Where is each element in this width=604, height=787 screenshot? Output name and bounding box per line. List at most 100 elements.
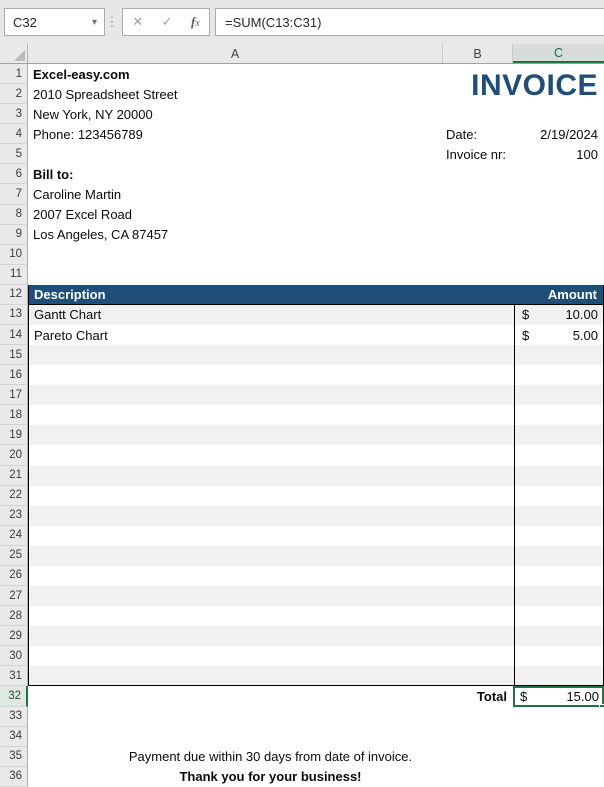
fill-handle[interactable] [599,703,604,707]
row-header-27[interactable]: 27 [0,586,28,607]
cell-B32-total-label[interactable]: Total [476,688,507,704]
row-header-12[interactable]: 12 [0,284,28,305]
cell-B31[interactable] [444,666,514,685]
cell-B16[interactable] [444,365,514,385]
row-header-28[interactable]: 28 [0,606,28,627]
row-header-34[interactable]: 34 [0,726,28,747]
cell-C32-selected[interactable]: $15.00 [513,686,604,707]
cell-C28[interactable] [514,606,603,627]
cell-C15[interactable] [514,345,603,366]
row-header-1[interactable]: 1 [0,64,28,85]
cell-A12-description-header[interactable]: Description [34,286,106,302]
cell-B14[interactable] [444,325,514,345]
row-header-25[interactable]: 25 [0,545,28,566]
cell-A27[interactable] [29,586,444,606]
row-header-2[interactable]: 2 [0,84,28,105]
cell-C12-amount-header[interactable]: Amount [547,286,597,302]
cell-C23[interactable] [514,505,603,526]
cell-C4[interactable]: 2/19/2024 [540,126,598,142]
cell-A33[interactable] [28,706,604,727]
column-header-c[interactable]: C [513,44,604,63]
row-header-22[interactable]: 22 [0,485,28,506]
cell-A5[interactable] [28,144,443,164]
cell-A36-thank-you[interactable]: Thank you for your business! [179,769,362,785]
row-header-30[interactable]: 30 [0,646,28,667]
row-header-15[interactable]: 15 [0,345,28,366]
cell-B25[interactable] [444,546,514,566]
cell-A21[interactable] [29,466,444,486]
cell-B29[interactable] [444,626,514,646]
column-header-b[interactable]: B [443,44,513,63]
row-header-33[interactable]: 33 [0,706,28,727]
row-header-17[interactable]: 17 [0,385,28,406]
row-header-5[interactable]: 5 [0,144,28,165]
cell-A19[interactable] [29,425,444,445]
row-header-35[interactable]: 35 [0,746,28,767]
cell-C19[interactable] [514,425,603,446]
cell-A20[interactable] [29,445,444,465]
cell-A11[interactable] [28,264,604,285]
cell-A13[interactable]: Gantt Chart [34,307,102,323]
cell-B13[interactable] [444,305,514,325]
cell-B15[interactable] [444,345,514,365]
cell-A17[interactable] [29,385,444,405]
cell-A10[interactable] [28,244,604,265]
cell-A34[interactable] [28,726,604,747]
cell-C20[interactable] [514,445,603,466]
cell-B20[interactable] [444,445,514,465]
cell-C30[interactable] [514,646,603,667]
row-header-26[interactable]: 26 [0,565,28,587]
cell-C31[interactable] [514,666,603,686]
cell-C25[interactable] [514,545,603,566]
cell-B19[interactable] [444,425,514,445]
cancel-icon[interactable]: ✕ [132,14,144,29]
cell-A31[interactable] [29,666,444,685]
cell-C24[interactable] [514,525,603,546]
insert-function-icon[interactable]: fx [191,14,200,30]
cell-A1[interactable]: Excel-easy.com [33,66,130,82]
cell-A16[interactable] [29,365,444,385]
cell-C16[interactable] [514,365,603,386]
cell-C29[interactable] [514,626,603,647]
cell-A14[interactable]: Pareto Chart [34,327,108,343]
cell-B12[interactable] [444,285,514,304]
cell-A9[interactable]: Los Angeles, CA 87457 [33,227,169,243]
name-box-dropdown-icon[interactable]: ▾ [91,16,97,28]
row-header-11[interactable]: 11 [0,264,28,285]
cell-A32[interactable] [28,686,443,706]
row-header-21[interactable]: 21 [0,465,28,486]
cell-B5[interactable]: Invoice nr: [446,146,506,162]
row-header-8[interactable]: 8 [0,204,28,225]
row-header-19[interactable]: 19 [0,425,28,446]
cell-C17[interactable] [514,385,603,406]
cell-C26[interactable] [514,565,603,587]
cell-A29[interactable] [29,626,444,646]
cell-A18[interactable] [29,405,444,425]
cell-A4[interactable]: Phone: 123456789 [33,126,143,142]
cell-A3[interactable]: New York, NY 20000 [33,106,153,122]
row-header-36[interactable]: 36 [0,766,28,787]
formula-input[interactable]: =SUM(C13:C31) [215,8,604,36]
column-header-a[interactable]: A [28,44,443,63]
cell-A22[interactable] [29,486,444,506]
row-header-10[interactable]: 10 [0,244,28,265]
name-box[interactable]: C32 ▾ [4,8,105,36]
cell-A25[interactable] [29,546,444,566]
row-header-20[interactable]: 20 [0,445,28,466]
cell-B27[interactable] [444,586,514,606]
cell-A30[interactable] [29,646,444,666]
row-header-29[interactable]: 29 [0,626,28,647]
row-header-32[interactable]: 32 [0,686,28,707]
cell-A7[interactable]: Caroline Martin [33,187,122,202]
cell-A23[interactable] [29,506,444,526]
cell-C13[interactable]: $10.00 [514,304,603,326]
row-header-24[interactable]: 24 [0,525,28,546]
row-header-3[interactable]: 3 [0,104,28,125]
cell-C18[interactable] [514,405,603,426]
enter-icon[interactable]: ✓ [161,14,173,29]
select-all-corner[interactable] [0,44,28,63]
row-header-14[interactable]: 14 [0,325,28,346]
cell-B23[interactable] [444,506,514,526]
row-header-31[interactable]: 31 [0,666,28,687]
cell-A28[interactable] [29,606,444,626]
